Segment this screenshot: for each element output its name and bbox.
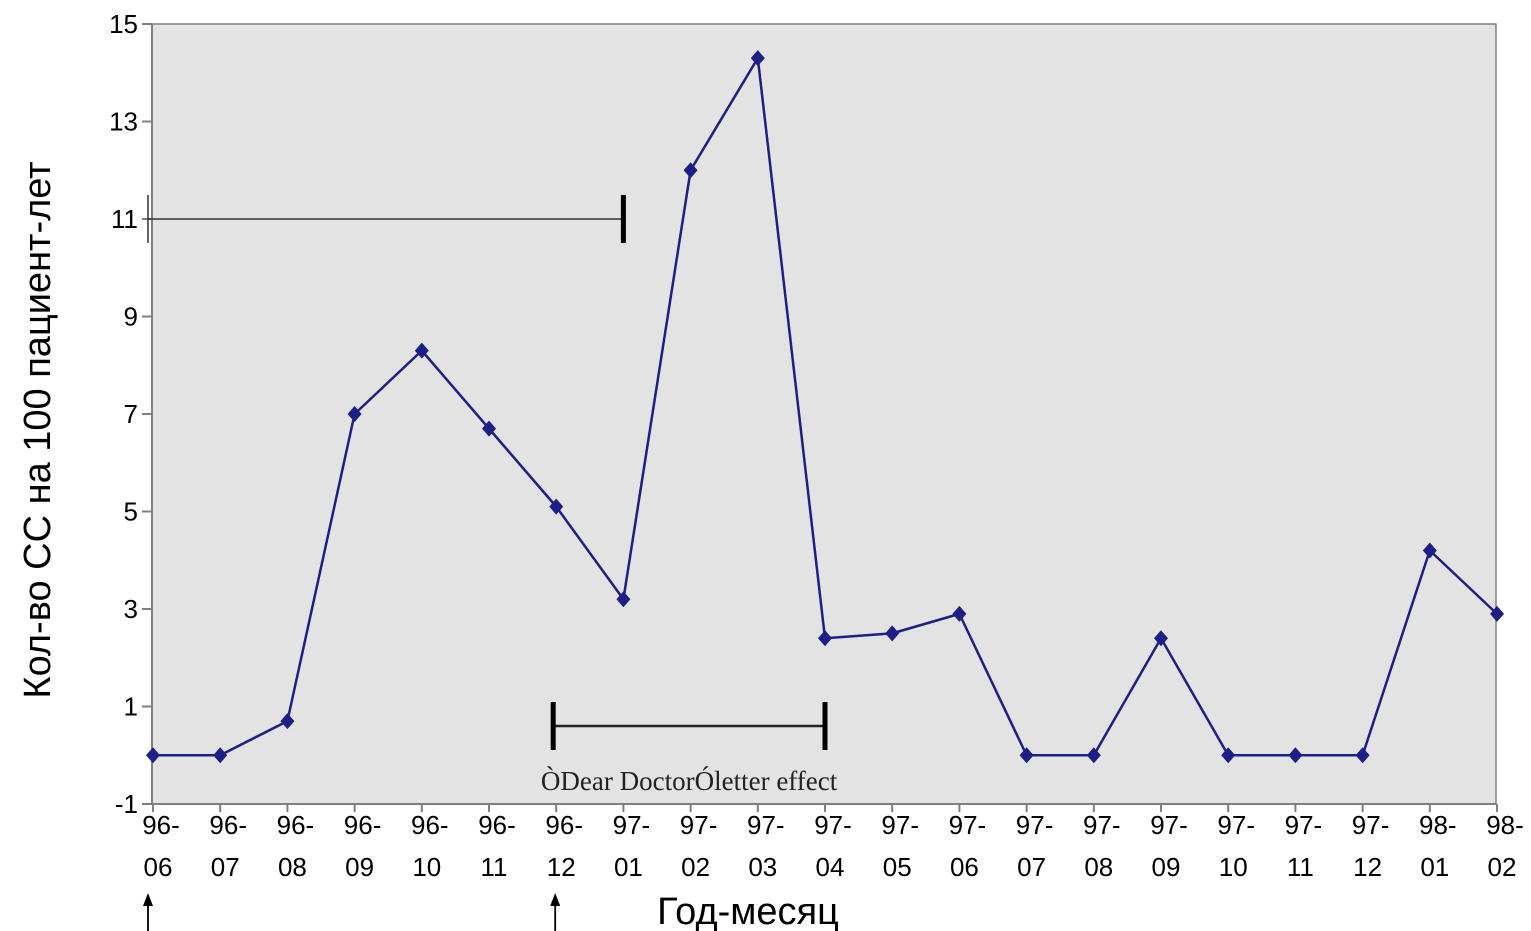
marker-arrow-head	[550, 893, 561, 906]
data-point	[885, 625, 900, 642]
data-point	[1221, 747, 1236, 764]
x-tick-label-month: 03	[748, 852, 777, 882]
data-point	[549, 498, 564, 515]
y-tick-label: 15	[109, 9, 138, 39]
data-point	[146, 747, 160, 764]
data-point	[1355, 747, 1370, 764]
y-tick-label: -1	[115, 789, 138, 819]
y-tick-label: 7	[124, 399, 138, 429]
data-point	[280, 713, 295, 730]
marker-arrow-head	[143, 893, 153, 906]
y-axis-title: Кол-во СС на 100 пациент-лет	[17, 161, 59, 698]
x-tick-label-month: 02	[1488, 852, 1517, 882]
data-point	[616, 591, 631, 608]
x-tick-label-month: 07	[211, 852, 240, 882]
x-tick-label-year: 96-	[344, 810, 382, 840]
data-point	[818, 630, 832, 647]
x-tick-label-year: 97-	[949, 810, 987, 840]
annotation-text: ÒDear DoctorÓletter effect	[541, 766, 838, 796]
x-tick-label-month: 09	[1152, 852, 1181, 882]
x-tick-label-year: 97-	[1016, 810, 1054, 840]
x-tick-label-year: 97-	[680, 810, 718, 840]
data-point	[1422, 542, 1437, 559]
data-point	[414, 342, 429, 359]
y-tick-label: 9	[124, 302, 138, 332]
y-tick-label: 11	[111, 204, 138, 234]
x-tick-label-year: 97-	[1217, 810, 1255, 840]
x-tick-label-year: 96-	[545, 810, 583, 840]
x-tick-label-month: 01	[614, 852, 643, 882]
data-point	[1019, 747, 1034, 764]
x-tick-label-month: 10	[412, 852, 441, 882]
data-point	[482, 420, 496, 437]
data-point	[1154, 630, 1168, 647]
data-point	[750, 50, 765, 67]
data-point	[213, 747, 228, 764]
x-tick-label-year: 96-	[142, 810, 180, 840]
x-axis: 96- 06 96- 07 96- 08 96- 09 96- 10 96- 11 96- 12 97- 01…	[142, 803, 1524, 882]
x-tick-label-year: 97-	[1150, 810, 1188, 840]
x-tick-label-month: 10	[1219, 852, 1248, 882]
data-point	[683, 162, 698, 179]
x-tick-label-year: 98-	[1486, 810, 1524, 840]
x-tick-label-year: 97-	[881, 810, 919, 840]
x-tick-label-year: 98-	[1419, 810, 1457, 840]
x-tick-label-month: 12	[547, 852, 576, 882]
annotations: ÒDear DoctorÓletter effect	[143, 195, 838, 931]
x-tick-label-year: 96-	[478, 810, 516, 840]
x-tick-label-year: 97-	[1083, 810, 1121, 840]
y-tick-label: 3	[124, 594, 138, 624]
x-tick-label-year: 97-	[1285, 810, 1323, 840]
x-tick-label-month: 01	[1420, 852, 1449, 882]
x-tick-label-year: 97-	[613, 810, 651, 840]
x-tick-label-year: 97-	[747, 810, 785, 840]
data-point	[1490, 605, 1504, 622]
x-tick-label-month: 12	[1353, 852, 1382, 882]
x-tick-label-year: 97-	[1352, 810, 1390, 840]
y-tick-label: 5	[124, 497, 138, 527]
data-point	[1288, 747, 1303, 764]
y-tick-label: 1	[124, 692, 138, 722]
x-tick-label-month: 06	[144, 852, 173, 882]
x-tick-label-month: 08	[278, 852, 307, 882]
x-tick-label-month: 08	[1084, 852, 1113, 882]
data-point	[1086, 747, 1101, 764]
x-tick-label-month: 11	[1287, 852, 1314, 882]
y-tick-label: 13	[109, 107, 138, 137]
plot-area	[151, 23, 1497, 805]
x-tick-label-year: 96-	[277, 810, 315, 840]
x-tick-label-year: 96-	[209, 810, 247, 840]
x-tick-label-month: 04	[816, 852, 845, 882]
x-tick-label-month: 05	[883, 852, 912, 882]
x-tick-label-month: 02	[681, 852, 710, 882]
x-tick-label-year: 97-	[814, 810, 852, 840]
x-tick-label-month: 11	[481, 852, 508, 882]
data-point	[347, 406, 362, 422]
x-tick-label-month: 06	[950, 852, 979, 882]
data-series	[146, 50, 1504, 764]
data-point	[952, 605, 967, 622]
x-axis-title: Год-месяц	[657, 891, 839, 931]
x-tick-label-month: 07	[1017, 852, 1046, 882]
x-tick-label-year: 96-	[411, 810, 449, 840]
x-tick-label-month: 09	[345, 852, 374, 882]
